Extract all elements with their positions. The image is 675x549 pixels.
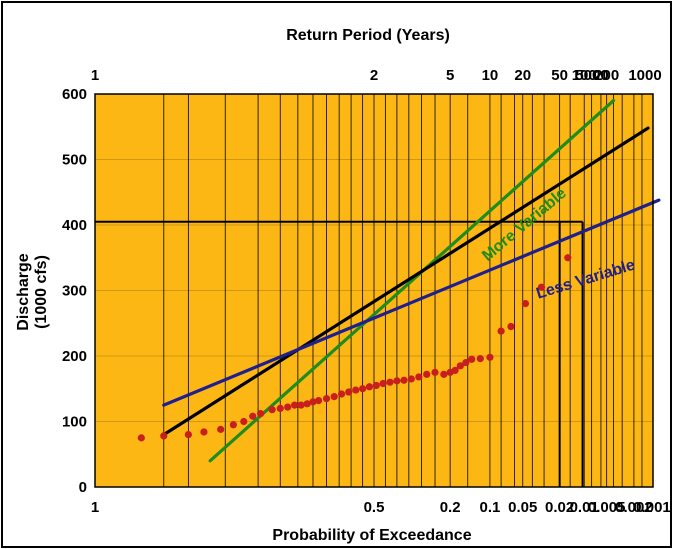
- reference-lines: [95, 220, 584, 487]
- data-point: [297, 401, 305, 409]
- data-point: [476, 355, 484, 363]
- data-point: [393, 377, 401, 385]
- data-point: [337, 390, 346, 398]
- data-point: [400, 376, 408, 384]
- top-axis-title: Return Period (Years): [286, 27, 450, 44]
- data-point: [521, 300, 530, 308]
- data-point: [200, 428, 208, 436]
- data-point: [431, 368, 439, 376]
- y-tick-label: 600: [62, 86, 87, 103]
- data-point: [564, 254, 572, 262]
- data-point: [345, 388, 353, 396]
- data-point: [365, 383, 374, 391]
- top-tick-label: 50: [551, 67, 568, 84]
- y-axis-title-line2: (1000 cfs): [33, 255, 50, 329]
- bottom-tick-label: 0.2: [440, 499, 461, 516]
- data-point: [276, 404, 284, 412]
- data-point: [537, 283, 546, 291]
- y-tick-label: 200: [62, 348, 87, 365]
- top-tick-label: 100: [572, 67, 597, 84]
- top-tick-label: 1: [91, 67, 99, 84]
- data-point: [440, 370, 448, 378]
- y-tick-label: 300: [62, 283, 87, 300]
- bottom-tick-label: 0.05: [508, 499, 537, 516]
- bottom-tick-label: 0.02: [545, 499, 574, 516]
- data-point: [290, 401, 299, 409]
- data-point: [268, 406, 276, 414]
- y-tick-label: 500: [62, 152, 87, 169]
- data-point: [468, 355, 476, 363]
- data-point: [249, 412, 257, 420]
- x-axis-title: Probability of Exceedance: [272, 527, 471, 544]
- bottom-tick-label: 0.001: [633, 499, 671, 516]
- data-point: [451, 366, 459, 375]
- data-point: [497, 327, 505, 335]
- data-point: [407, 375, 415, 383]
- data-point: [330, 393, 338, 401]
- top-tick-label: 5000: [575, 67, 608, 84]
- data-point: [379, 379, 387, 388]
- data-point: [415, 373, 423, 381]
- data-point: [322, 394, 331, 403]
- data-point: [184, 431, 192, 439]
- data-point: [314, 396, 323, 405]
- data-point: [229, 421, 237, 429]
- y-axis-title-line1: Discharge: [15, 253, 32, 330]
- y-tick-label: 400: [62, 217, 87, 234]
- top-tick-label: 5: [446, 67, 454, 84]
- data-point: [372, 381, 380, 390]
- bottom-tick-label: 0.5: [364, 499, 385, 516]
- data-points: [137, 254, 572, 442]
- bottom-tick-label: 0.1: [479, 499, 500, 516]
- data-point: [137, 434, 145, 442]
- data-point: [217, 425, 225, 433]
- y-tick-label: 0: [79, 479, 87, 496]
- data-point: [507, 322, 515, 331]
- y-tick-label: 100: [62, 414, 87, 431]
- more-variable-line: [208, 98, 616, 463]
- data-point: [160, 432, 168, 440]
- series-lines: [162, 98, 661, 463]
- fitted-line: [162, 126, 650, 437]
- bottom-tick-label: 0.005: [588, 499, 626, 516]
- data-point: [386, 378, 394, 386]
- top-tick-label: 1000: [628, 67, 661, 84]
- top-tick-label: 10: [482, 67, 499, 84]
- data-point: [423, 370, 431, 378]
- top-tick-label: 20: [514, 67, 531, 84]
- data-point: [309, 398, 317, 406]
- data-point: [486, 353, 494, 361]
- data-point: [359, 385, 367, 393]
- bottom-tick-label: 0.01: [570, 499, 599, 516]
- data-point: [284, 403, 292, 411]
- data-point: [352, 386, 360, 394]
- data-point: [240, 417, 248, 426]
- top-tick-label: 200: [594, 67, 619, 84]
- less-variable-line: [162, 198, 661, 407]
- data-point: [462, 358, 470, 367]
- y-tick-labels: 0 100 200 300 400 500 600: [62, 86, 87, 496]
- top-tick-label: 2: [370, 67, 378, 84]
- grid-lines: [95, 93, 654, 488]
- bottom-tick-label: 0.002: [615, 499, 653, 516]
- data-point: [257, 410, 265, 418]
- plot-border: [94, 93, 654, 488]
- bottom-tick-label: 1: [91, 499, 99, 516]
- data-point: [303, 400, 311, 408]
- data-point: [456, 362, 464, 370]
